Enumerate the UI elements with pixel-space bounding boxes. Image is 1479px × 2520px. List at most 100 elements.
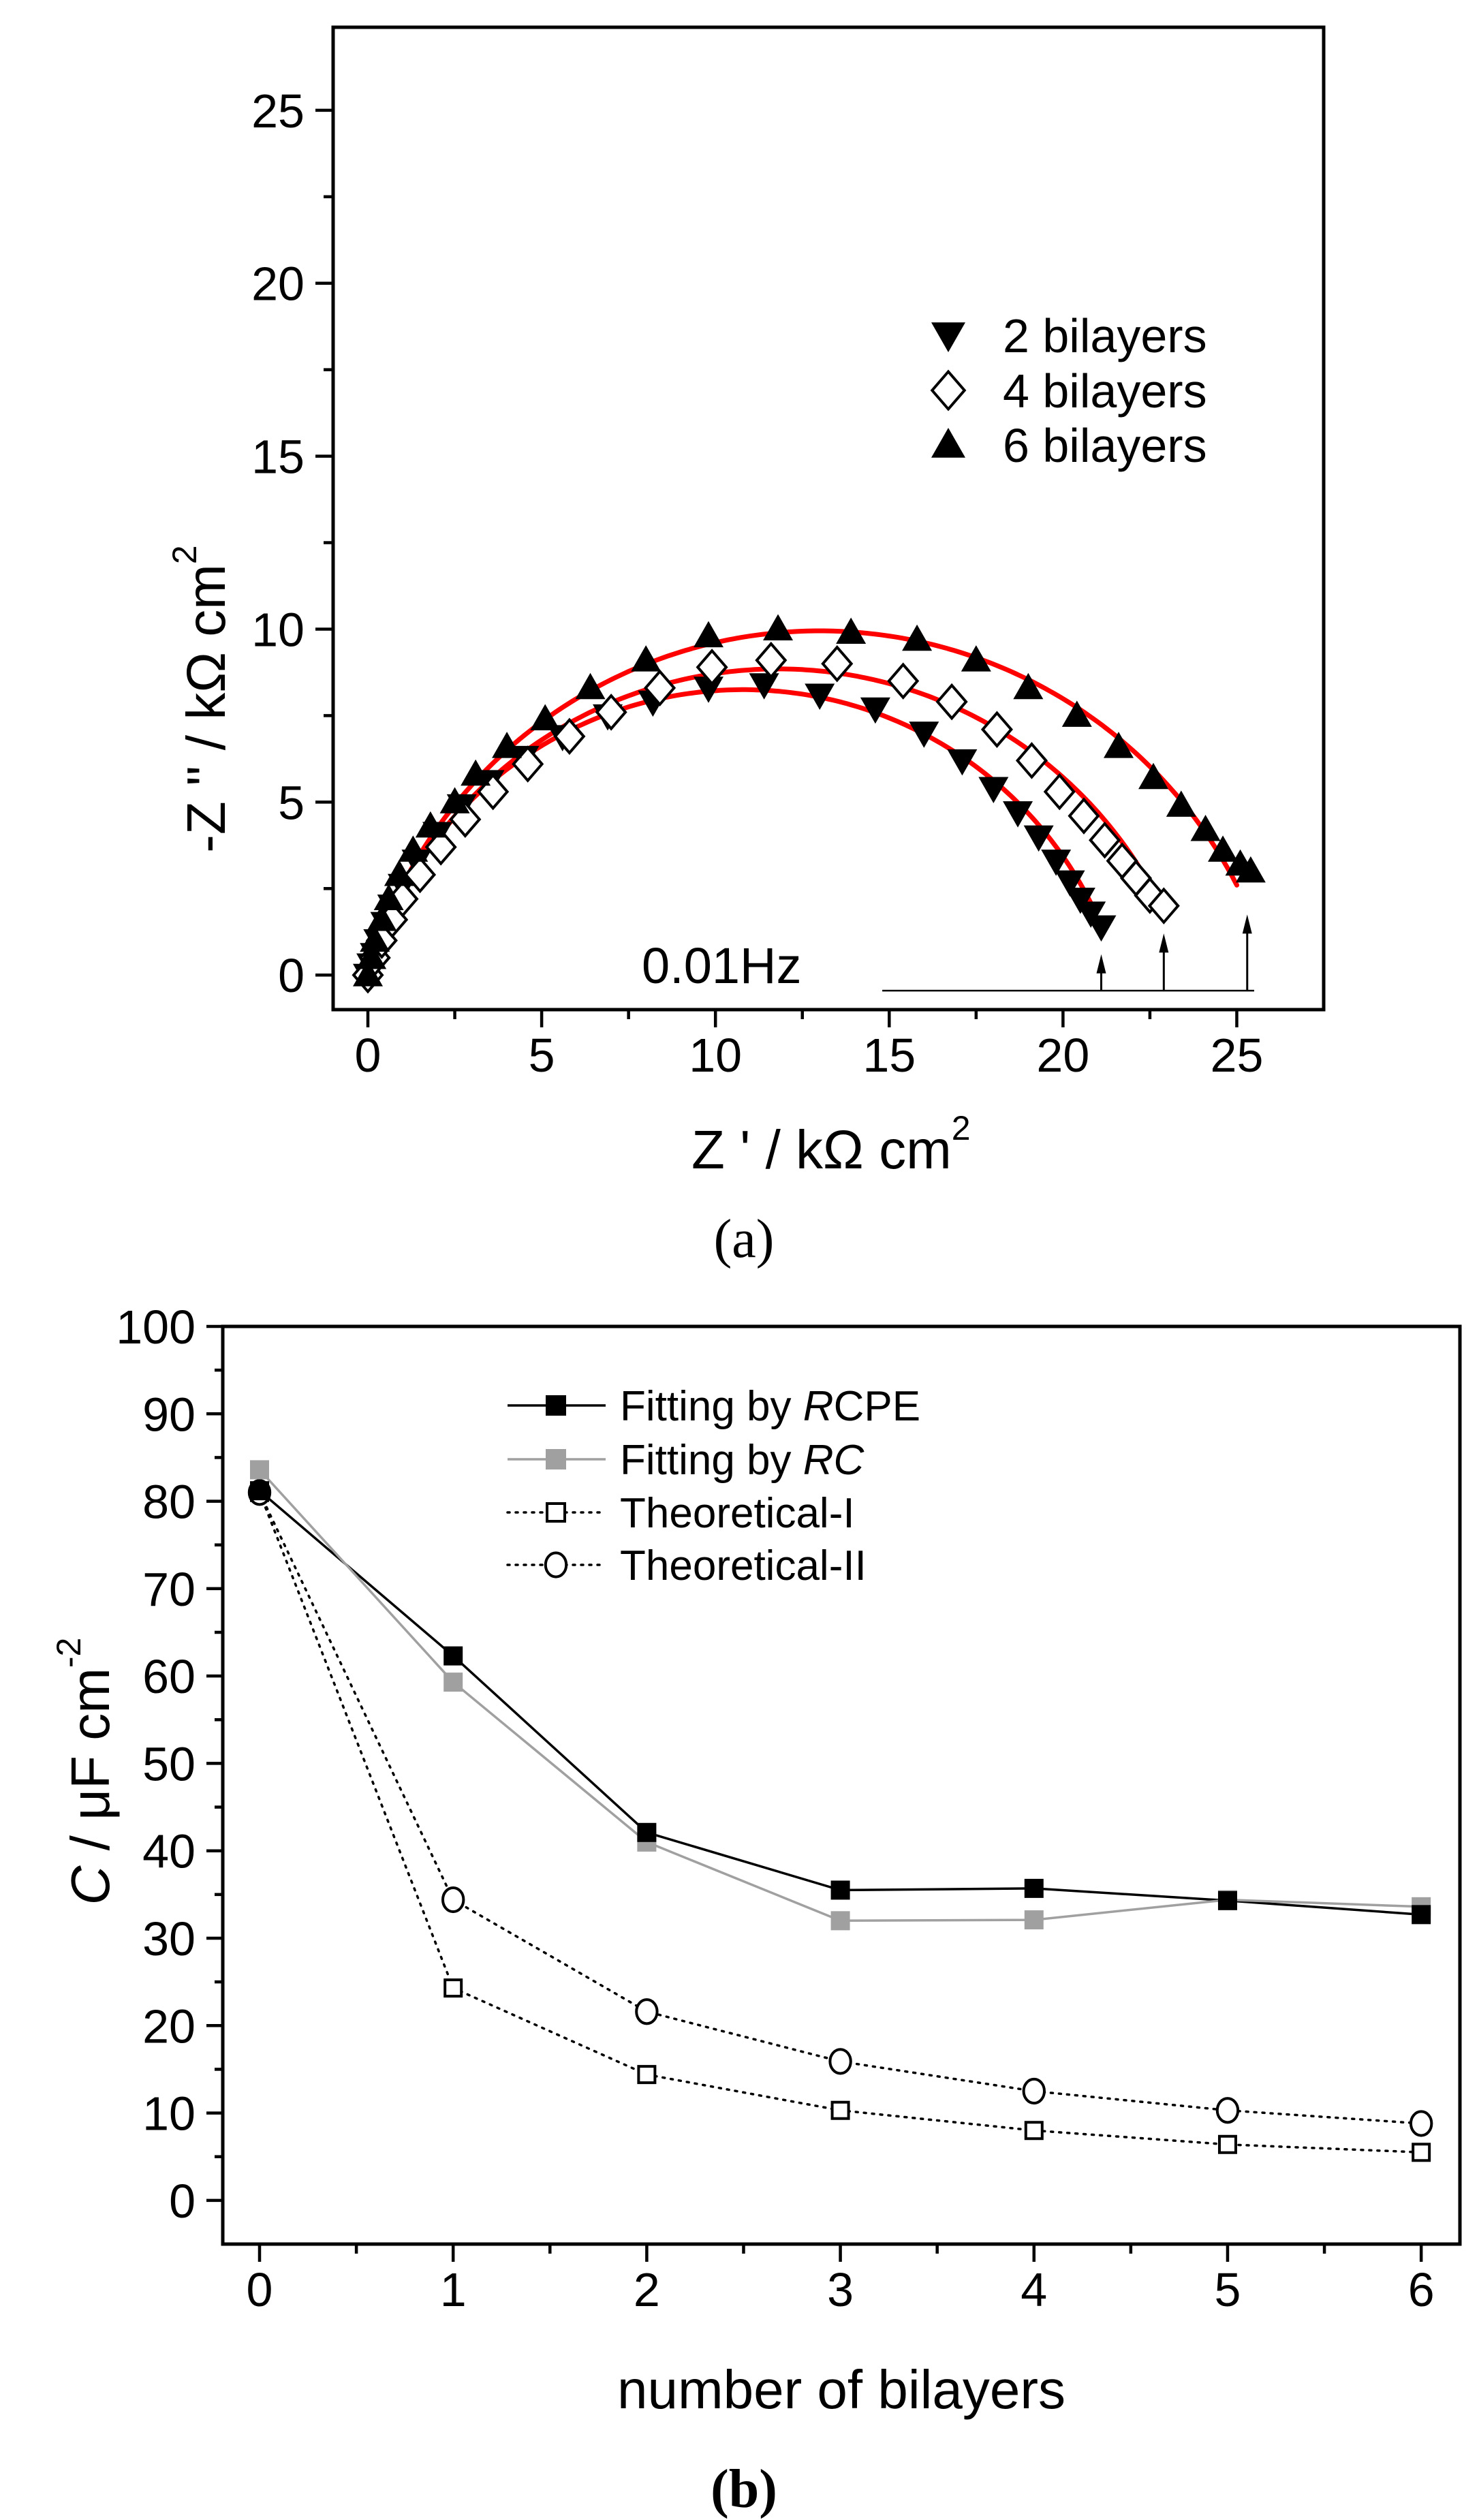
- b-x-tick-label: 2: [634, 2263, 660, 2316]
- panel-a-chart: 0.01Hz 0 5 10 15 20 25 0 5 10 15 20 25 2 bilayers4 …: [166, 25, 1326, 1269]
- a-data-point: [644, 669, 676, 707]
- a-data-point: [461, 759, 491, 786]
- b-legend-marker: [546, 1449, 566, 1469]
- a-data-point: [367, 904, 397, 931]
- b-legend-label-prefix: Theoretical-II: [620, 1542, 867, 1589]
- a-caption: (a): [714, 1209, 775, 1269]
- a-data-point: [1138, 762, 1169, 790]
- a-y-tick-label: 0: [278, 949, 305, 1002]
- b-data-point: [637, 1822, 657, 1842]
- a-data-point: [755, 641, 788, 679]
- b-data-point: [1217, 2134, 1237, 2154]
- b-data-point: [249, 1481, 269, 1501]
- b-y-tick-label: 0: [169, 2175, 196, 2228]
- a-data-point: [1065, 888, 1095, 914]
- b-data-point: [1024, 2121, 1044, 2141]
- a-data-point: [961, 645, 991, 672]
- a-data-point: [749, 673, 779, 700]
- b-legend-item: Theoretical-I: [506, 1490, 855, 1537]
- b-data-point: [830, 1880, 850, 1900]
- b-x-tick-label: 0: [247, 2263, 273, 2316]
- a-data-point: [902, 624, 933, 651]
- a-data-point: [595, 694, 627, 731]
- b-data-points: [247, 1460, 1433, 2162]
- a-data-point: [1061, 700, 1092, 727]
- b-data-point: [1022, 2077, 1046, 2105]
- a-data-point: [1068, 797, 1100, 835]
- a-data-point: [980, 711, 1013, 748]
- b-y-tick-label: 80: [142, 1476, 196, 1529]
- a-data-point: [404, 856, 437, 894]
- b-x-tick-label: 5: [1214, 2263, 1241, 2316]
- b-data-point: [1217, 1891, 1237, 1910]
- b-data-point: [1215, 2097, 1240, 2124]
- a-y-tick-label: 25: [251, 84, 305, 138]
- a-x-tick-label: 20: [1036, 1029, 1089, 1082]
- b-legend-label: Theoretical-I: [620, 1490, 855, 1537]
- b-y-tick-label: 40: [142, 1825, 196, 1878]
- b-y-tick-label: 20: [142, 2000, 196, 2053]
- a-legend-item: 2 bilayers: [931, 309, 1207, 362]
- b-data-point: [635, 1998, 659, 2025]
- b-x-tick-label: 4: [1021, 2263, 1047, 2316]
- a-legend-marker: [931, 322, 965, 352]
- b-x-axis-label: number of bilayers: [617, 2359, 1065, 2420]
- a-legend-label: 4 bilayers: [1003, 364, 1207, 418]
- b-y-tick-label: 10: [142, 2087, 196, 2141]
- a-data-point: [763, 614, 794, 640]
- b-legend-label: Theoretical-II: [620, 1542, 867, 1589]
- a-data-point: [909, 721, 939, 748]
- b-data-point: [443, 1646, 463, 1666]
- b-data-point: [1024, 1878, 1044, 1898]
- b-legend-label-italic: RC: [803, 1437, 865, 1484]
- a-annotation-label: 0.01Hz: [642, 937, 801, 994]
- a-data-point: [1015, 742, 1048, 779]
- b-series-markers-1: [249, 1481, 1431, 1925]
- a-data-point: [384, 859, 414, 886]
- a-axis-ticks: 0 5 10 15 20 25 0 5 10 15 20 25: [251, 84, 1263, 1082]
- a-y-tick-label: 15: [251, 431, 305, 484]
- b-legend-marker: [546, 1502, 566, 1523]
- a-data-point: [1166, 790, 1196, 817]
- a-legend-label: 6 bilayers: [1003, 419, 1207, 472]
- a-data-point: [1043, 773, 1076, 811]
- b-y-tick-label: 60: [142, 1650, 196, 1703]
- a-data-point: [887, 662, 920, 700]
- a-y-tick-label: 5: [278, 776, 305, 829]
- b-data-point: [443, 1673, 463, 1692]
- b-data-point: [1409, 2110, 1433, 2137]
- a-data-point: [477, 773, 510, 811]
- a-legend-label: 2 bilayers: [1003, 309, 1207, 362]
- b-x-tick-label: 6: [1408, 2263, 1435, 2316]
- a-data-point: [693, 621, 723, 648]
- b-data-point: [1024, 1910, 1044, 1930]
- b-y-tick-label: 70: [142, 1563, 196, 1616]
- b-data-point: [637, 2065, 657, 2085]
- a-legend-marker: [931, 428, 965, 458]
- a-arrow-head: [1242, 914, 1252, 934]
- a-data-point: [1086, 915, 1117, 942]
- b-series-line-2: [258, 1469, 1422, 1923]
- b-y-tick-label: 50: [142, 1737, 196, 1790]
- a-series-4-bilayers: [352, 641, 1180, 994]
- b-legend-item: Fitting by RC: [508, 1437, 865, 1484]
- b-legend-label-prefix: Fitting by: [620, 1437, 803, 1484]
- b-legend-marker: [544, 1551, 568, 1578]
- a-x-tick-label: 15: [862, 1029, 916, 1082]
- a-x-tick-label: 0: [355, 1029, 382, 1082]
- a-data-point: [1190, 814, 1221, 841]
- a-x-tick-label: 5: [529, 1029, 555, 1082]
- a-data-point: [1147, 887, 1180, 924]
- a-data-point: [821, 644, 854, 683]
- a-data-point: [360, 925, 390, 952]
- b-x-tick-label: 1: [440, 2263, 467, 2316]
- b-caption: (b): [711, 2459, 777, 2519]
- b-legend-item: Fitting by RCPE: [508, 1383, 920, 1430]
- a-data-points: [352, 614, 1266, 994]
- b-data-point: [443, 1978, 463, 1998]
- a-legend-item: 6 bilayers: [931, 419, 1207, 472]
- b-legend-label: Fitting by RC: [620, 1437, 865, 1484]
- a-data-point: [530, 704, 561, 730]
